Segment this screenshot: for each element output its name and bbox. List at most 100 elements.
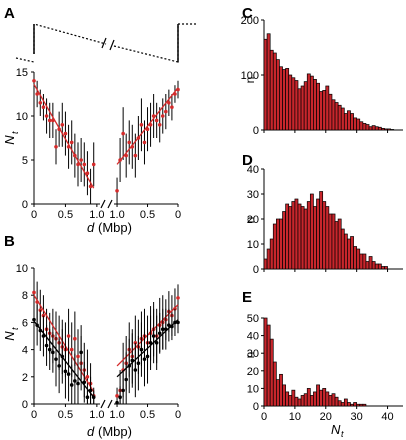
- y-tick-label: 0: [253, 125, 259, 137]
- data-point: [79, 350, 83, 355]
- histogram-bar: [316, 82, 320, 131]
- data-point: [69, 140, 74, 145]
- data-point: [47, 118, 52, 123]
- data-point: [157, 123, 162, 127]
- histogram-bar: [353, 246, 358, 270]
- y-tick-label: 0: [22, 399, 28, 411]
- histogram-bar: [276, 379, 280, 407]
- histogram-bar: [319, 389, 324, 407]
- data-point: [139, 123, 144, 127]
- y-tick-label: 10: [16, 263, 28, 275]
- histogram-bar: [359, 253, 364, 270]
- histogram-bar: [297, 203, 302, 270]
- panel-c-histogram: 0 100 200: [241, 15, 403, 137]
- histogram-bar: [269, 238, 274, 270]
- x-tick-label: 1.0: [89, 209, 104, 221]
- data-point: [170, 105, 174, 109]
- data-point: [54, 357, 58, 361]
- histogram-bar: [384, 128, 388, 131]
- histogram-bar: [362, 123, 367, 131]
- histogram-bar: [300, 85, 305, 131]
- x-tick-label: 1.0: [109, 409, 124, 421]
- histogram-bar: [269, 338, 274, 407]
- panel-letter-c: C: [242, 5, 253, 22]
- panel-e-xlabel-sub: t: [341, 429, 344, 439]
- histogram-bar: [279, 373, 283, 407]
- histogram-bar: [306, 388, 311, 407]
- data-point: [79, 158, 83, 162]
- histogram-bar: [288, 206, 293, 270]
- panel-a-ylabel-main: N: [2, 135, 17, 145]
- panel-letter-e: E: [242, 289, 252, 306]
- panel-a-schematic: [15, 23, 196, 63]
- y-tick-label: 40: [247, 331, 259, 343]
- y-tick-label: 30: [247, 348, 259, 360]
- data-point: [85, 171, 90, 175]
- histogram-bar: [353, 117, 358, 131]
- histogram-bar: [297, 88, 302, 131]
- histogram-bar: [359, 403, 364, 407]
- data-point: [127, 140, 132, 145]
- data-point: [69, 383, 74, 387]
- data-point: [85, 395, 90, 400]
- panel-d-histogram: 0 10 20 30 40: [247, 164, 403, 276]
- panel-c-ylabel: n: [243, 77, 257, 84]
- histogram-bar: [350, 236, 354, 270]
- data-point: [133, 153, 138, 158]
- y-tick-label: 2: [22, 372, 28, 384]
- histogram-bar: [319, 191, 324, 270]
- data-point: [154, 341, 159, 345]
- histogram-bar: [309, 193, 314, 270]
- histogram-bar: [291, 201, 296, 270]
- histogram-bar: [285, 391, 290, 407]
- data-point: [44, 343, 49, 348]
- histogram-bar: [266, 33, 271, 131]
- histogram-bar: [272, 361, 277, 407]
- histogram-bar: [313, 79, 317, 131]
- histogram-bar: [328, 213, 333, 270]
- histogram-bar: [343, 398, 348, 407]
- data-point: [32, 317, 36, 322]
- y-tick-label: 200: [241, 15, 259, 27]
- histogram-bar: [381, 266, 385, 270]
- panel-b-ylabel-main: N: [2, 331, 17, 341]
- histogram-bar: [279, 66, 283, 131]
- panel-e-xlabel-main: N: [331, 422, 341, 437]
- panel-a-xlabel: d (Mbp): [87, 220, 132, 235]
- histogram-bar: [356, 118, 361, 131]
- data-point: [54, 145, 58, 149]
- histogram-bar: [316, 198, 320, 270]
- axis-break-mark: [100, 399, 106, 409]
- histogram-bar: [337, 218, 342, 270]
- histogram-bar: [371, 125, 376, 131]
- data-point: [115, 400, 119, 405]
- y-tick-label: 40: [247, 164, 259, 176]
- histogram-bar: [282, 211, 286, 270]
- data-point: [154, 118, 159, 123]
- data-point: [91, 162, 96, 167]
- data-point: [73, 379, 77, 383]
- fit-line-right: [116, 319, 179, 378]
- histogram-bar: [368, 256, 373, 270]
- histogram-bar: [313, 391, 317, 407]
- y-tick-label: 8: [22, 290, 28, 302]
- panel-b-xlabel-var: d: [87, 424, 95, 439]
- data-point: [139, 347, 144, 352]
- histogram-bar: [266, 248, 271, 270]
- panel-letter-d: D: [242, 152, 253, 169]
- panel-a-plot: 0 5 10 15 0 0.5 1.0 1.0 0.5 0: [16, 67, 181, 221]
- x-tick-label: 20: [320, 411, 332, 423]
- y-tick-label: 0: [253, 401, 259, 413]
- x-tick-label: 0.5: [140, 209, 155, 221]
- axis-break-mark: [107, 199, 113, 209]
- histogram-bar: [316, 384, 320, 407]
- data-point: [164, 109, 168, 114]
- data-point: [32, 79, 36, 83]
- histogram-bar: [384, 266, 388, 270]
- data-point: [151, 334, 156, 338]
- fit-line-left: [33, 320, 95, 398]
- data-point: [51, 350, 55, 355]
- data-point: [121, 131, 125, 136]
- histogram-bar: [347, 110, 351, 131]
